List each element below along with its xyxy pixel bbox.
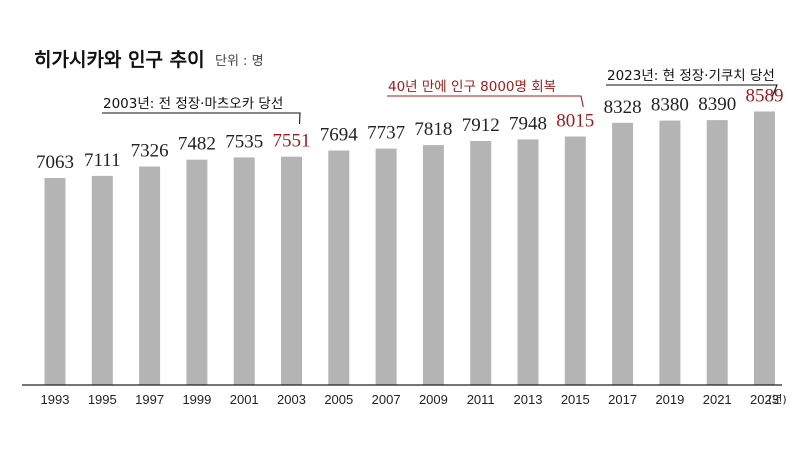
bar-2023 <box>754 111 775 385</box>
x-tick-2009: 2009 <box>419 392 448 407</box>
annotation-leader-2023 <box>606 84 778 97</box>
bar-1993 <box>44 178 66 385</box>
value-label-1993: 7063 <box>36 152 74 173</box>
value-label-2001: 7535 <box>225 131 263 152</box>
bar-2013 <box>517 139 539 385</box>
value-label-2009: 7818 <box>414 119 452 140</box>
x-tick-labels-group: 1993 1995 1997 1999 2001 2003 2005 2007 2009 2011… <box>41 392 779 407</box>
value-label-1997: 7326 <box>131 141 169 162</box>
chart-title: 히가시카와 인구 추이 <box>34 49 205 71</box>
annotation-leader-2015 <box>387 95 584 108</box>
x-tick-2001: 2001 <box>230 392 259 407</box>
bar-1999 <box>186 159 208 385</box>
value-label-2005: 7694 <box>320 125 359 146</box>
bar-2015 <box>564 136 586 385</box>
value-label-2007: 7737 <box>367 123 405 144</box>
annotation-text-2015: 40년 만에 인구 8000명 회복 <box>388 79 556 95</box>
bars-group <box>44 111 775 386</box>
bar-1995 <box>91 175 113 385</box>
value-label-2003: 7551 <box>273 131 311 152</box>
value-label-2015: 8015 <box>556 111 594 132</box>
bar-2019 <box>659 120 681 385</box>
value-labels-group: 7063 7111 7326 7482 7535 7551 7694 7737 7818 7912… <box>36 86 784 174</box>
bar-2021 <box>706 120 728 385</box>
x-tick-2007: 2007 <box>372 392 401 407</box>
annotations-group: 2003년: 전 정장·마츠오카 당선 40년 만에 인구 8000명 회복 202… <box>102 68 778 125</box>
x-tick-2011: 2011 <box>467 392 495 407</box>
x-tick-2005: 2005 <box>324 392 353 407</box>
value-label-2017: 8328 <box>604 97 642 118</box>
value-label-2011: 7912 <box>462 115 500 136</box>
value-label-2023: 8589 <box>746 86 784 107</box>
chart-unit: 단위 : 명 <box>215 54 264 69</box>
annotation-text-2023: 2023년: 현 정장·기쿠치 당선 <box>607 68 775 84</box>
x-tick-1995: 1995 <box>88 392 117 407</box>
value-label-2013: 7948 <box>509 113 547 134</box>
bar-2017 <box>612 122 634 386</box>
bar-2005 <box>328 150 350 385</box>
x-axis-unit: (년) <box>768 393 787 406</box>
bar-2007 <box>375 148 397 385</box>
bar-2003 <box>281 156 302 385</box>
value-label-1995: 7111 <box>84 150 121 171</box>
x-tick-1997: 1997 <box>135 392 164 407</box>
x-tick-2021: 2021 <box>703 392 732 407</box>
value-label-2019: 8380 <box>651 95 689 116</box>
x-tick-2017: 2017 <box>608 392 637 407</box>
x-tick-2023: 2023 <box>750 392 779 407</box>
x-tick-2019: 2019 <box>655 392 684 407</box>
bar-2001 <box>233 157 255 385</box>
x-tick-1993: 1993 <box>41 392 70 407</box>
x-tick-2015: 2015 <box>561 392 590 407</box>
annotation-text-2003: 2003년: 전 정장·마츠오카 당선 <box>103 96 283 112</box>
value-label-2021: 8390 <box>698 94 736 115</box>
x-tick-2013: 2013 <box>514 392 543 407</box>
bar-2011 <box>470 141 492 385</box>
annotation-leader-2003 <box>102 112 301 125</box>
bar-2009 <box>422 145 444 385</box>
x-tick-1999: 1999 <box>182 392 211 407</box>
value-label-1999: 7482 <box>178 134 216 155</box>
x-tick-2003: 2003 <box>277 392 306 407</box>
bar-1997 <box>139 166 161 385</box>
